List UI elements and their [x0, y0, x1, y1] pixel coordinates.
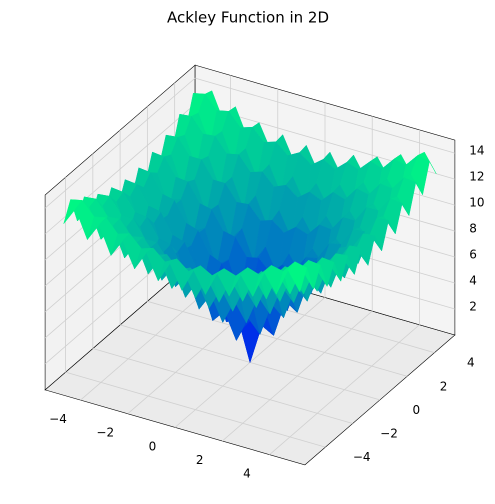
grid-line [147, 300, 408, 377]
z-tick-label: 8 [469, 222, 477, 236]
x-tick-label: 4 [243, 467, 251, 481]
chart-title: Ackley Function in 2D [167, 9, 329, 27]
z-tick-label: 10 [469, 196, 484, 210]
y-tick-label: −2 [380, 427, 398, 441]
x-tick-label: −2 [96, 426, 114, 440]
grid-line [65, 371, 326, 448]
z-tick-label: 4 [469, 274, 477, 288]
x-tick-label: 0 [149, 439, 157, 453]
grid-line [92, 348, 353, 424]
grid-line [194, 77, 456, 154]
y-tick-label: 4 [467, 356, 475, 370]
z-tick-label: 14 [469, 144, 484, 158]
y-tick-label: 2 [440, 379, 448, 393]
x-tick-label: −4 [49, 412, 67, 426]
x-tick-label: 2 [196, 453, 204, 467]
grid-line [44, 77, 196, 209]
surface-patch [287, 261, 307, 293]
z-tick-label: 6 [469, 248, 477, 262]
z-tick-label: 2 [469, 300, 477, 314]
y-tick-label: 0 [412, 403, 420, 417]
y-tick-label: −4 [353, 450, 371, 464]
z-tick-label: 12 [469, 170, 484, 184]
